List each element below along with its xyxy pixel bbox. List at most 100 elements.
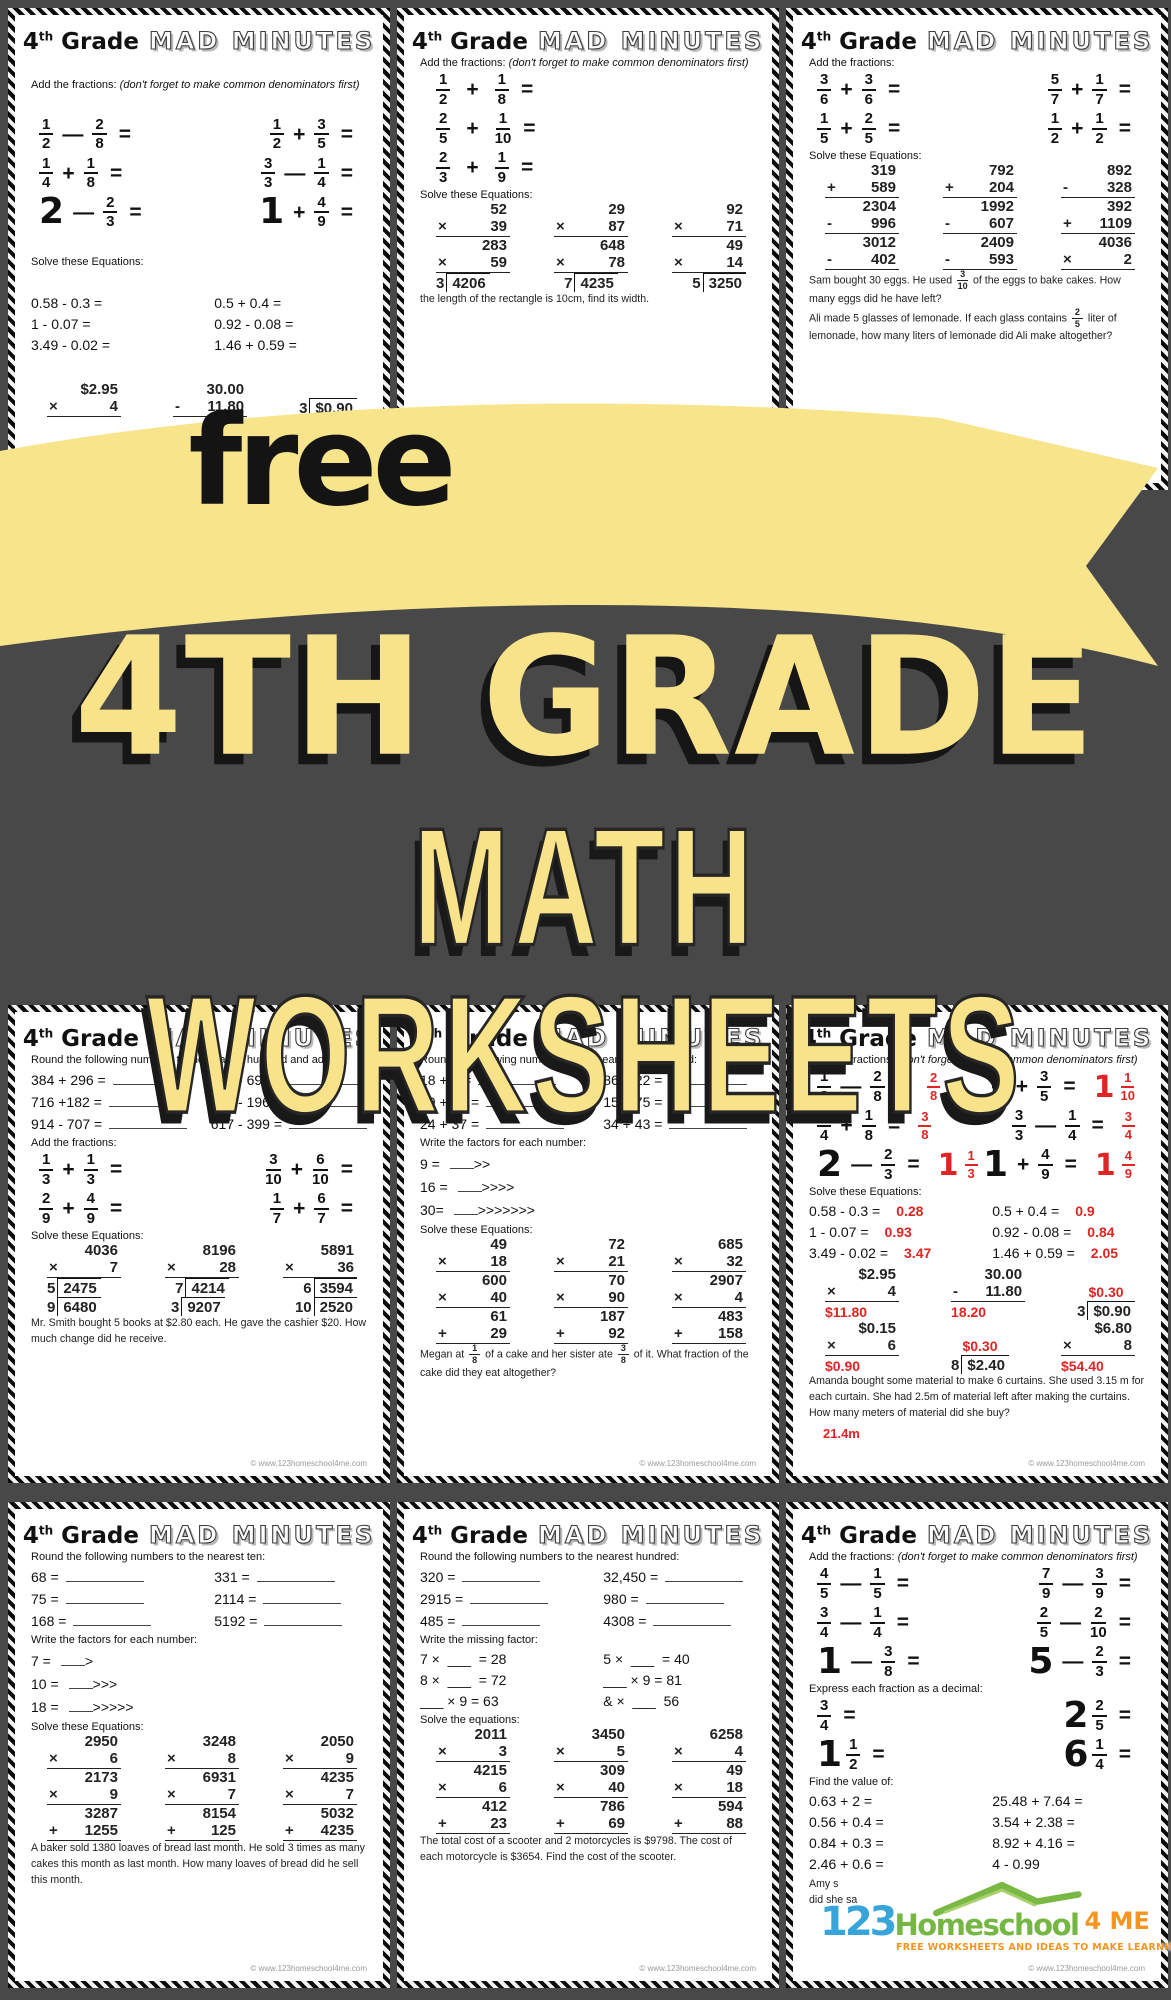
sheet-header: 4th Grade MAD MINUTES xyxy=(23,1520,373,1549)
operator: + xyxy=(1017,1153,1030,1176)
blank-line xyxy=(449,1155,474,1169)
mad-minutes-title: MAD MINUTES xyxy=(148,26,376,55)
fraction-row: 3 4 — 1 4 = 2 5 — 2 10 = xyxy=(809,1604,1145,1641)
vertical-problem: 70 × 90 xyxy=(554,1272,628,1308)
vertical-problem: 2304-996 xyxy=(825,198,899,234)
fill-in-list: 68 = 331 = 75 = 2114 = 168 = 5192 = xyxy=(31,1563,367,1634)
vertical-problem: $0.15 × 6 $0.90 xyxy=(825,1320,899,1374)
division-problem: 5 3250 xyxy=(692,273,746,292)
fill-in-row: 320 = 32,450 = xyxy=(420,1568,756,1585)
vertical-problem: 2409-593 xyxy=(943,234,1017,270)
vertical-problem: 792 +204 xyxy=(943,162,1017,198)
operator: + xyxy=(293,122,306,146)
operator: + xyxy=(840,78,853,101)
operator: + xyxy=(466,117,479,140)
word-problem: A baker sold 1380 loaves of bread last m… xyxy=(31,1842,365,1886)
vertical-problem: 49 × 18 xyxy=(436,1236,510,1272)
instruction-label: Solve these Equations: xyxy=(31,255,144,268)
vertical-math-row: $2.95 × 4 $11.80 30.00-11.80 18.20 $0.30 3 $0.90 xyxy=(809,1266,1145,1320)
vertical-math-row: 9 6480 3 9207 10 2520 xyxy=(31,1297,367,1316)
vertical-math-row: 4036 × 7 8196 × 28 5891 × 36 xyxy=(31,1242,367,1278)
instruction-label: Solve these Equations: xyxy=(420,1224,533,1236)
fraction-row: 2—2 3 = 1 1 3 1 +4 9 = 1 4 9 xyxy=(809,1146,1145,1183)
sheet-header: 4th Grade MAD MINUTES xyxy=(23,26,373,55)
factors-list: 7 = > 10 = >>> 18 = >>>>> xyxy=(31,1646,367,1721)
fraction-row: 2 9 +4 9 = 1 7 +6 7 = xyxy=(31,1190,367,1227)
vertical-problem: 309 × 40 xyxy=(554,1762,628,1798)
blank-line xyxy=(478,1071,557,1085)
equation-row: 0.63 + 2 = 25.48 + 7.64 = xyxy=(809,1793,1083,1809)
answer: 0.9 xyxy=(1075,1203,1095,1219)
blank-line xyxy=(669,1115,748,1129)
operator: — xyxy=(1060,1611,1082,1634)
fill-in-list: 320 = 32,450 = 2915 = 980 = 485 = 4308 = xyxy=(420,1563,756,1634)
vertical-problem: 6931 × 7 xyxy=(165,1769,239,1805)
instruction-label: Round the following numbers to the neare… xyxy=(420,1551,680,1563)
answer: 0.28 xyxy=(896,1203,924,1219)
whole-number: 2 xyxy=(1063,1694,1089,1736)
fill-in-row: 68 = 331 = xyxy=(31,1568,367,1585)
word-problem: The total cost of a scooter and 2 motorc… xyxy=(420,1835,732,1863)
operator: + xyxy=(1071,117,1084,140)
blank-line xyxy=(289,1115,367,1129)
fraction: 6 10 xyxy=(312,1151,329,1188)
fraction-problems: 1 2 +1 8 = 2 5 +1 10 = 2 3 +1 9 = xyxy=(420,69,756,189)
instruction-label: Solve the equations: xyxy=(420,1714,520,1726)
worksheet-r2c1: 4th Grade MAD MINUTES Round the following … xyxy=(8,1005,390,1483)
ribbon-shape xyxy=(0,403,1158,666)
instruction-label: Add the fractions: (don't forget to make… xyxy=(809,1551,1138,1563)
instruction-label: Solve these Equations: xyxy=(31,1230,144,1242)
instruction-label: Round the following numbers to the neare… xyxy=(31,1054,334,1066)
vertical-problem: 5032 +4235 xyxy=(283,1805,357,1841)
vertical-problem: 49 × 14 xyxy=(672,237,746,273)
whole-number: 1 xyxy=(1093,1069,1115,1105)
answer: $54.40 xyxy=(1060,1358,1104,1374)
equals-sign: = xyxy=(129,200,142,224)
mad-minutes-title: MAD MINUTES xyxy=(148,1520,376,1549)
blank-line xyxy=(453,1201,478,1215)
math-expression: 1 4 +1 8 = xyxy=(37,155,128,192)
math-expression: 1 +4 9 = xyxy=(257,194,359,231)
instruction-label: Round the following numbers to the neare… xyxy=(31,1551,266,1563)
operator: — xyxy=(840,1611,862,1634)
vertical-math-row: $0.15 × 6 $0.90 $0.30 8 $2.40 $6.80 × 8 $54.40 xyxy=(809,1320,1145,1374)
poster-subtitle: MATH WORKSHEETS xyxy=(145,794,1025,1150)
fill-in-list: 384 + 296 = 1408 - 693 = 716 +182 = 383 - 1… xyxy=(31,1066,367,1137)
blank-line xyxy=(65,1568,144,1582)
operator: — xyxy=(1062,1650,1084,1673)
vertical-math-row: 412 +23 786 +69 594 +88 xyxy=(420,1798,756,1834)
fraction-row: 1 2 +1 8 = xyxy=(420,71,756,108)
fraction: 1 10 xyxy=(494,110,512,147)
mad-minutes-title: MAD MINUTES xyxy=(926,1023,1154,1052)
fraction: 3 10 xyxy=(265,1151,282,1188)
math-expression: 3 3 — 1 4 = xyxy=(259,155,359,192)
vertical-problem: $2.95 × 4 $11.80 xyxy=(825,1266,899,1320)
vertical-problem: 3012-402 xyxy=(825,234,899,270)
instruction-label: Add the fractions: (don't forget to make… xyxy=(31,79,360,92)
equals-sign: = xyxy=(1118,1743,1131,1766)
blank-line xyxy=(112,1071,191,1085)
instruction-label: Add the fractions: (don't forget to make… xyxy=(420,57,749,69)
vertical-math-row: 283 × 59 648 × 78 49 × 14 xyxy=(420,237,756,273)
answer: 1 1 10 xyxy=(1092,1069,1137,1105)
vertical-math-row: 4215 × 6 309 × 40 49 × 18 xyxy=(420,1762,756,1798)
house-roof-icon xyxy=(933,1881,1082,1917)
whole-number: 2 xyxy=(39,191,65,233)
